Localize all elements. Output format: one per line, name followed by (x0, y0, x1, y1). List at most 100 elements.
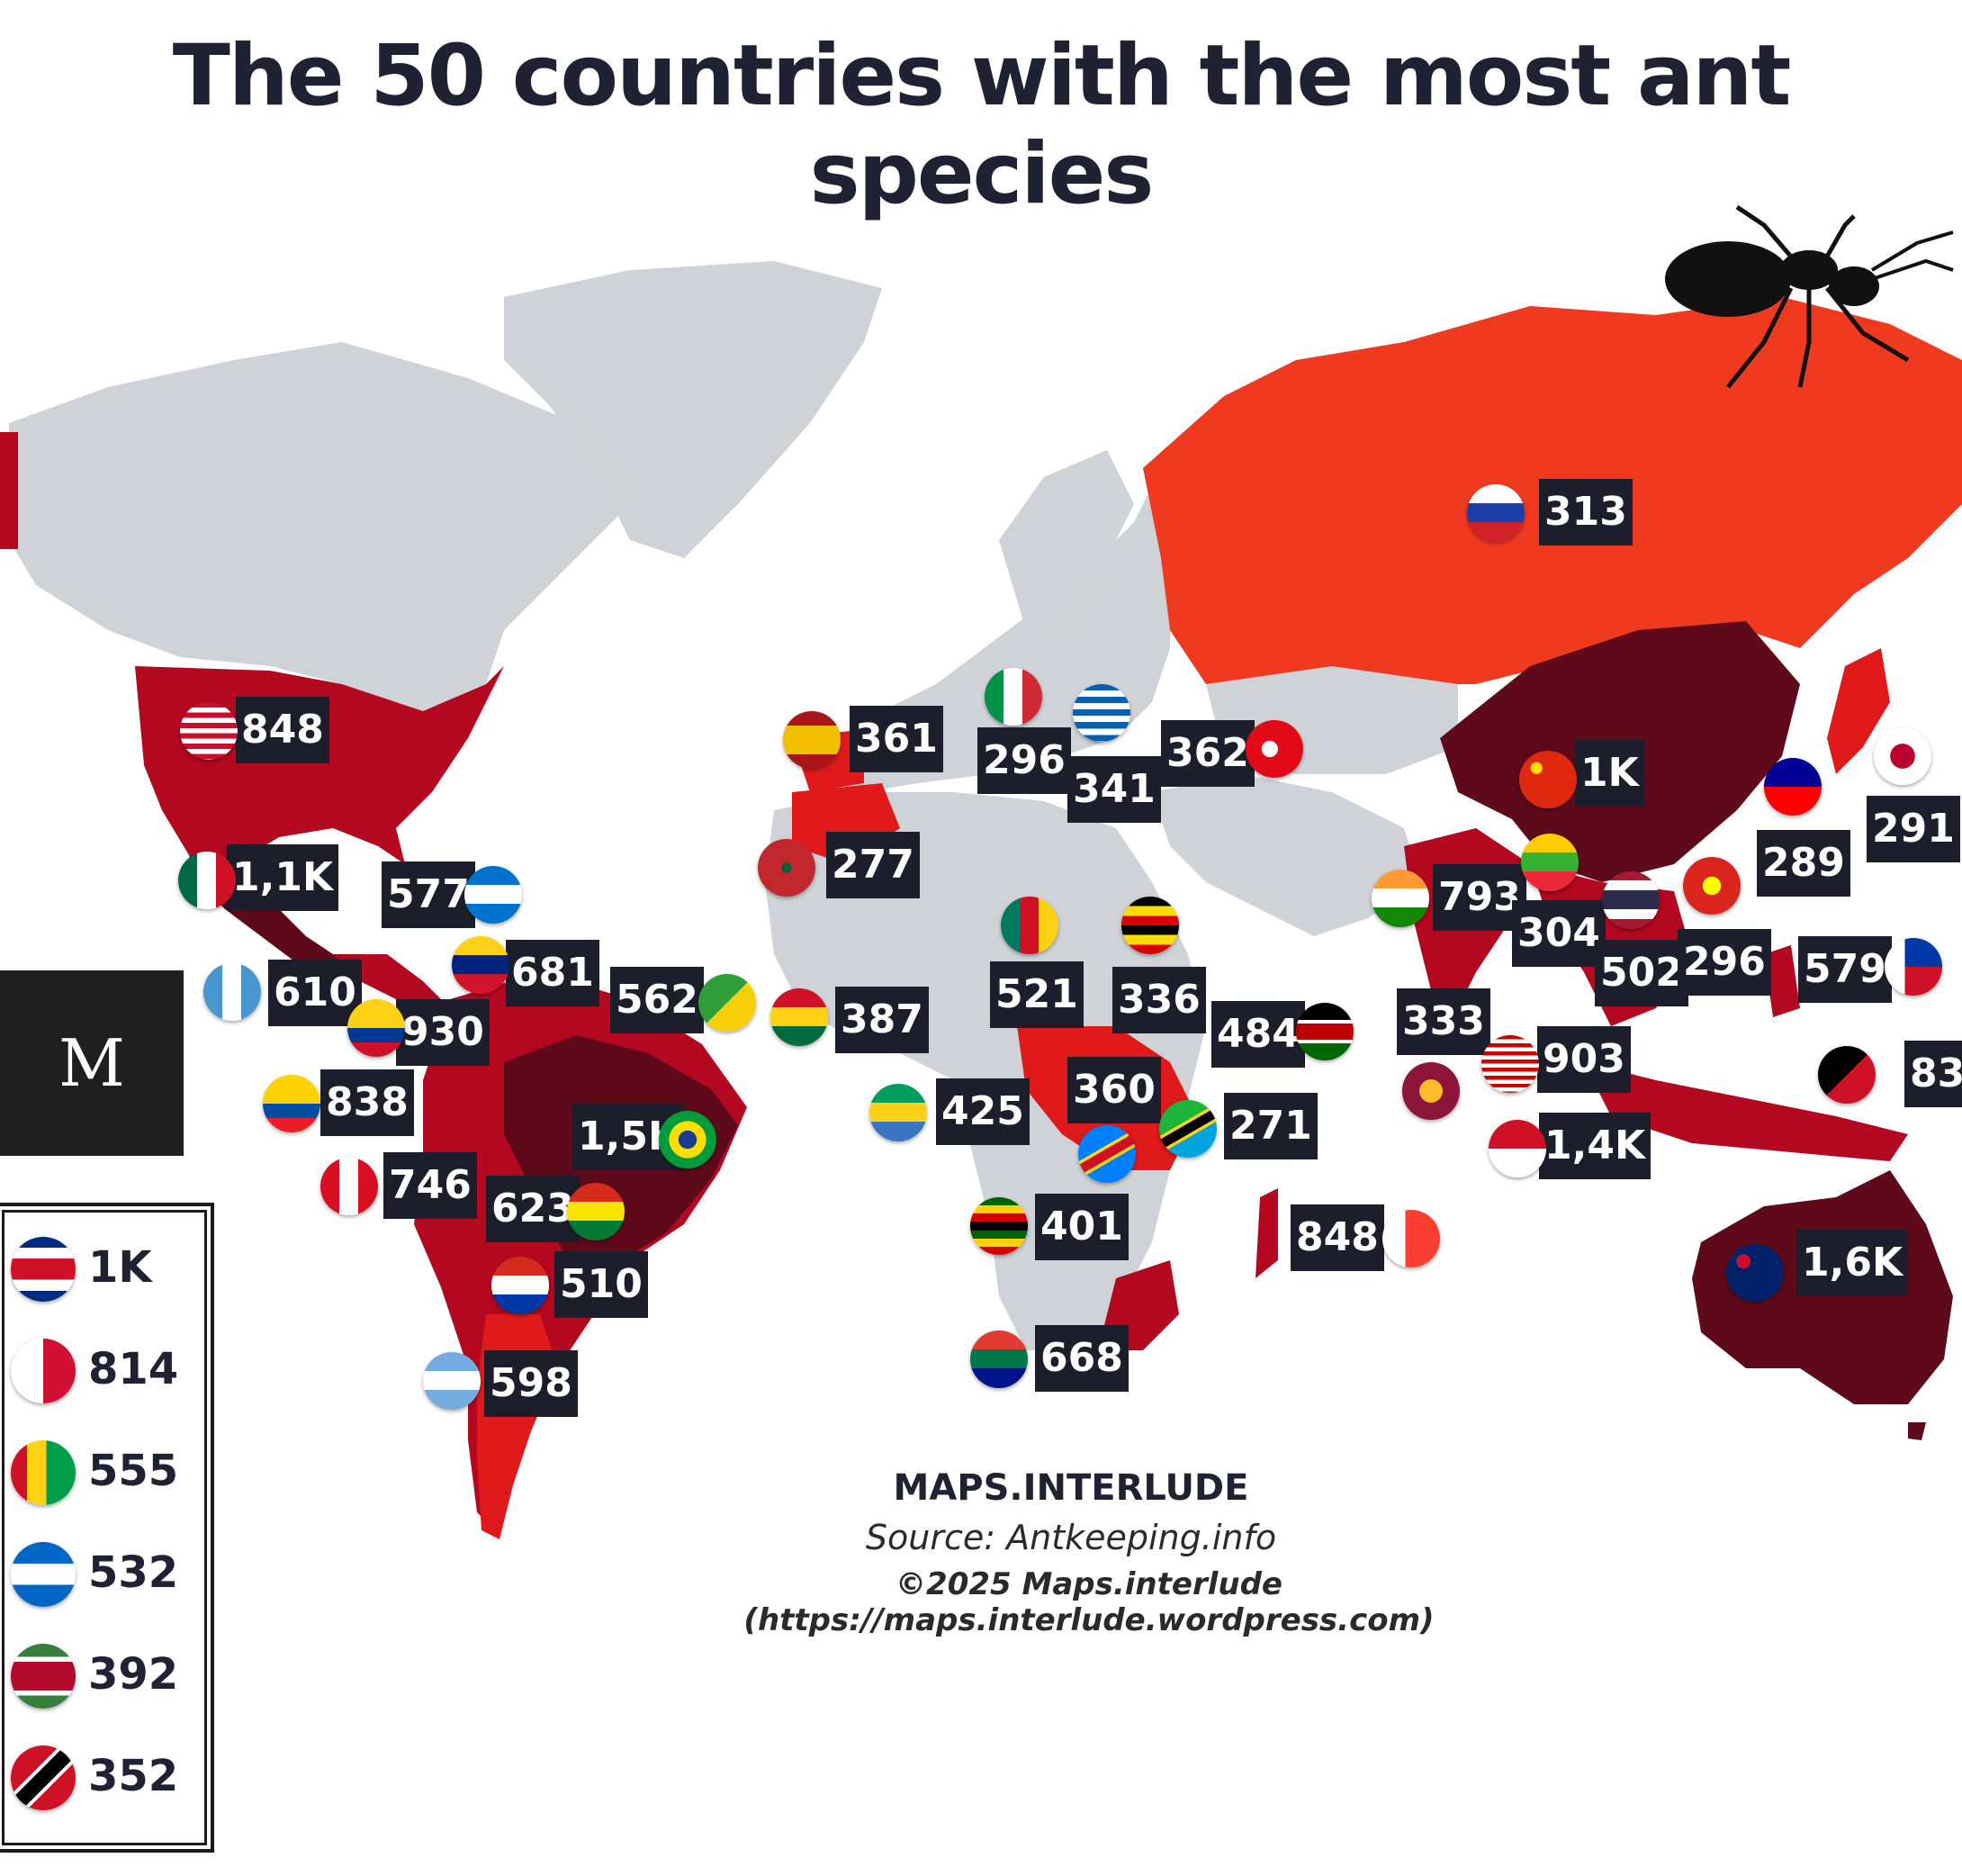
value-label: 848 (1291, 1204, 1384, 1271)
credit-brand: MAPS.INTERLUDE (893, 1467, 1249, 1509)
value-label: 291 (1867, 796, 1960, 862)
value-label: 1K (1575, 740, 1644, 807)
zimbabwe-flag-icon (970, 1197, 1028, 1255)
value-label: 1,4K (1539, 1113, 1652, 1179)
legend-box: 1K 814 555 532 392 352 (0, 1203, 214, 1853)
mexico-flag-icon (178, 852, 236, 909)
value-label: 360 (1067, 1057, 1161, 1123)
logo-letter: M (58, 1025, 125, 1101)
credit-copyright: ©2025 Maps.interlude (https://maps.inter… (743, 1566, 1435, 1638)
value-label: 336 (1112, 967, 1206, 1033)
value-label: 610 (268, 960, 362, 1026)
legend-value: 814 (88, 1344, 179, 1394)
legend-row: 555 (11, 1435, 209, 1511)
peru-flag-icon (320, 1158, 378, 1215)
value-label: 623 (486, 1176, 580, 1242)
value-label: 838 (320, 1069, 414, 1136)
value-label: 425 (936, 1078, 1030, 1145)
greenland (504, 261, 882, 558)
value-label: 484 (1211, 1001, 1305, 1068)
value-label: 836 (1904, 1041, 1962, 1107)
legend-value: 392 (88, 1649, 179, 1700)
china-flag-icon (1519, 751, 1577, 808)
greece-flag-icon (1073, 684, 1130, 742)
japan (1827, 648, 1890, 774)
value-label: 361 (850, 706, 943, 772)
value-label: 577 (382, 861, 475, 928)
paraguay-flag-icon (491, 1257, 549, 1314)
uganda-flag-icon (1121, 897, 1179, 954)
russia-flag-icon (1467, 484, 1525, 542)
french-guiana-flag-icon (698, 974, 756, 1032)
panama-flag-icon (11, 1339, 76, 1403)
alaska-edge (0, 432, 18, 549)
legend-row: 1K (11, 1231, 209, 1307)
value-label: 313 (1539, 479, 1633, 546)
legend-value: 555 (88, 1446, 179, 1496)
japan-flag-icon (1874, 727, 1931, 785)
tanzania-flag-icon (1159, 1100, 1217, 1158)
usa-flag-icon (180, 702, 238, 760)
philippines (1764, 945, 1800, 1017)
turkey-flag-icon (1246, 720, 1303, 778)
value-label: 277 (826, 832, 920, 898)
legend-row: 814 (11, 1333, 209, 1409)
vietnam-flag-icon (1683, 857, 1741, 915)
value-label: 362 (1161, 720, 1255, 787)
legend-row: 392 (11, 1638, 209, 1714)
value-label: 562 (610, 967, 704, 1033)
taiwan-flag-icon (1764, 758, 1822, 816)
value-label: 598 (484, 1350, 578, 1417)
value-label: 289 (1757, 830, 1850, 897)
sri-lanka-flag-icon (1402, 1062, 1460, 1120)
legend-row: 532 (11, 1537, 209, 1612)
australia-flag-icon (1726, 1244, 1784, 1302)
value-label: 502 (1595, 940, 1688, 1006)
value-label: 387 (835, 987, 929, 1053)
value-label: 1,1K (227, 844, 339, 911)
legend-row: 352 (11, 1740, 209, 1816)
value-label: 271 (1224, 1093, 1318, 1159)
madagascar (1256, 1188, 1278, 1278)
value-label: 579 (1798, 936, 1892, 1003)
brand-logo: M (0, 970, 184, 1156)
drc-flag-icon (1078, 1125, 1136, 1183)
value-label: 746 (383, 1152, 477, 1219)
value-label: 296 (977, 727, 1071, 794)
legend-value: 352 (88, 1751, 179, 1801)
colombia-flag-icon (347, 999, 405, 1057)
philippines-flag-icon (1885, 938, 1942, 996)
value-label: 848 (236, 697, 329, 763)
ghana-flag-icon (770, 988, 828, 1046)
honduras-flag-icon (464, 866, 522, 924)
indonesia-flag-icon (1489, 1120, 1546, 1177)
costa-rica-flag-icon (11, 1237, 76, 1302)
guyana-flag-icon (11, 1440, 76, 1505)
trinidad-flag-icon (11, 1745, 76, 1810)
value-label: 681 (506, 940, 599, 1006)
png-flag-icon (1818, 1046, 1876, 1104)
kenya-flag-icon (1296, 1003, 1354, 1060)
suriname-flag-icon (11, 1644, 76, 1709)
value-label: 521 (990, 961, 1084, 1028)
ant-icon (1665, 204, 1954, 389)
brazil-flag-icon (659, 1111, 716, 1168)
spain-flag-icon (783, 711, 841, 769)
credit-source: Source: Antkeeping.info (865, 1518, 1277, 1557)
myanmar-flag-icon (1521, 834, 1579, 891)
nicaragua-flag-icon (11, 1542, 76, 1607)
value-label: 304 (1512, 900, 1606, 967)
india-flag-icon (1372, 870, 1429, 927)
legend-value: 532 (88, 1547, 179, 1598)
madagascar-flag-icon (1382, 1210, 1440, 1267)
argentina-chile (477, 1314, 558, 1539)
value-label: 296 (1678, 929, 1771, 996)
value-label: 668 (1035, 1325, 1129, 1392)
morocco-flag-icon (758, 839, 815, 897)
thailand-flag-icon (1602, 871, 1660, 929)
tasmania (1908, 1422, 1926, 1440)
value-label: 793 (1433, 864, 1526, 931)
canada (9, 342, 630, 711)
malaysia-flag-icon (1481, 1035, 1539, 1093)
value-label: 510 (554, 1251, 648, 1318)
